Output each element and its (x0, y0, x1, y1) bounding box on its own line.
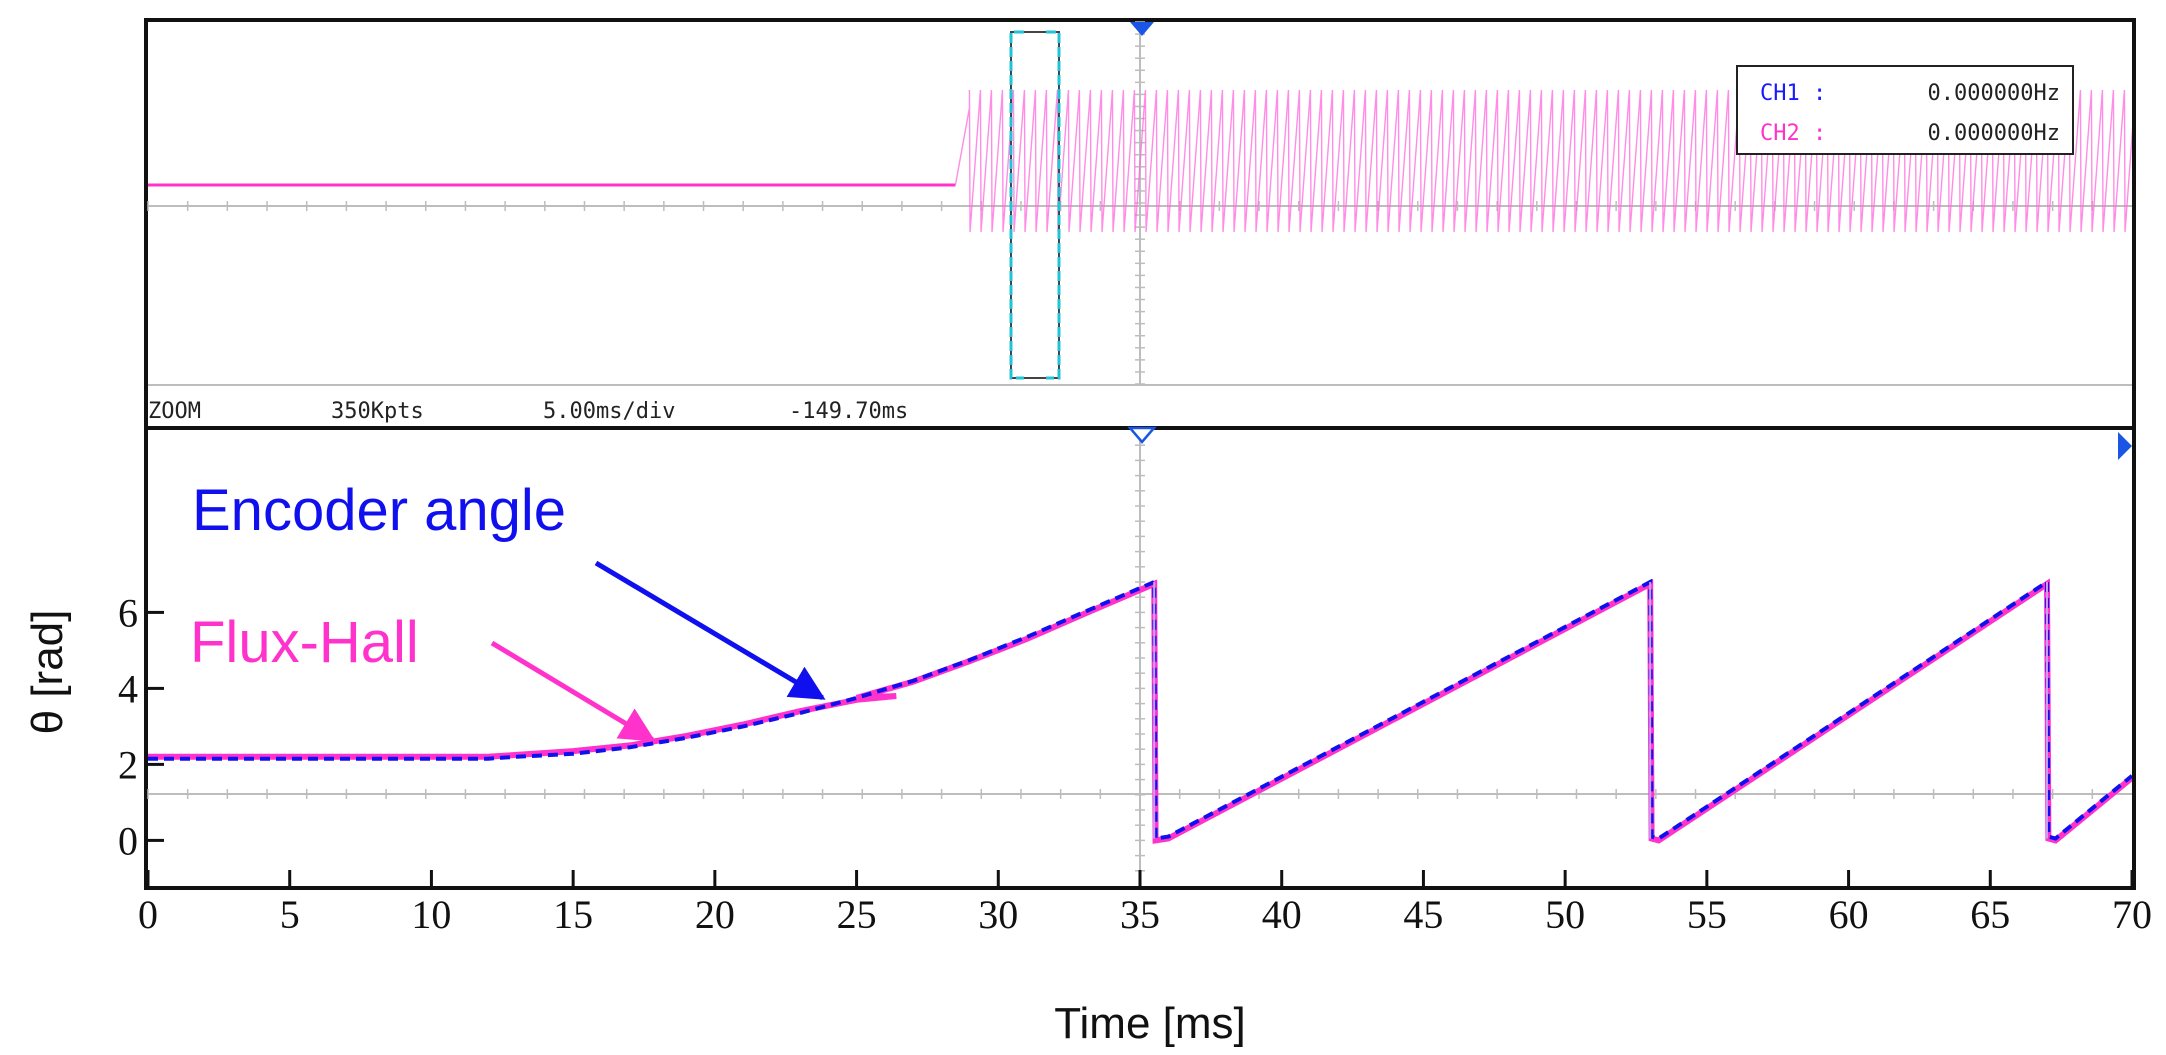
zoom-window[interactable] (1009, 30, 1061, 380)
main-panel: 0 2 4 6 0 5 10 15 20 25 30 35 40 45 50 55 60 65 70 (118, 426, 2152, 937)
x-tick-label: 65 (1970, 892, 2010, 937)
encoder-angle-series-line (148, 578, 2132, 841)
legend-ch2-label: CH2 : (1760, 121, 1826, 146)
x-tick-label: 40 (1262, 892, 1302, 937)
x-axis: 0 5 10 15 20 25 30 35 40 45 50 55 60 65 70 (138, 870, 2152, 937)
x-tick-label: 50 (1545, 892, 1585, 937)
y-axis: 0 2 4 6 (118, 590, 164, 863)
annotation-flux-hall: Flux-Hall (190, 610, 419, 675)
x-tick-label: 20 (695, 892, 735, 937)
status-timebase: 5.00ms/div (543, 399, 675, 424)
plot-area (148, 578, 2132, 844)
status-offset: -149.70ms (789, 399, 908, 424)
overview-panel: CH1 : 0.000000Hz CH2 : 0.000000Hz ZOOM 3… (144, 18, 2136, 432)
x-tick-label: 70 (2112, 892, 2152, 937)
status-points: 350Kpts (331, 399, 424, 424)
frequency-legend: CH1 : 0.000000Hz CH2 : 0.000000Hz (1736, 65, 2074, 155)
x-tick-label: 5 (280, 892, 300, 937)
x-tick-label: 30 (978, 892, 1018, 937)
trigger-position-icon[interactable] (1127, 426, 1157, 444)
y-tick-label: 0 (118, 818, 138, 863)
scope-status-bar: ZOOM 350Kpts 5.00ms/div -149.70ms (148, 399, 908, 424)
annotation-encoder-angle: Encoder angle (192, 478, 566, 543)
overview-grid (147, 21, 2132, 385)
y-tick-label: 2 (118, 742, 138, 787)
x-tick-label: 0 (138, 892, 158, 937)
status-mode: ZOOM (148, 399, 201, 424)
wrap-drop-lines (1153, 582, 2048, 839)
x-tick-label: 25 (837, 892, 877, 937)
x-tick-label: 55 (1687, 892, 1727, 937)
x-tick-label: 35 (1120, 892, 1160, 937)
encoder-angle-arrow (594, 560, 826, 701)
x-tick-label: 10 (411, 892, 451, 937)
legend-ch1-label: CH1 : (1760, 81, 1826, 106)
x-tick-label: 45 (1403, 892, 1443, 937)
main-grid (147, 429, 2132, 886)
flux-hall-arrow (490, 640, 656, 742)
right-edge-marker-icon[interactable] (2118, 432, 2132, 460)
x-tick-label: 60 (1829, 892, 1869, 937)
legend-ch2-value: 0.000000Hz (1928, 121, 2060, 146)
legend-ch1-value: 0.000000Hz (1928, 81, 2060, 106)
x-tick-label: 15 (553, 892, 593, 937)
y-tick-label: 6 (118, 590, 138, 635)
trigger-marker-icon[interactable] (1130, 22, 1154, 36)
y-axis-title: θ [rad] (23, 610, 72, 735)
y-tick-label: 4 (118, 666, 138, 711)
x-axis-title: Time [ms] (1054, 999, 1245, 1048)
